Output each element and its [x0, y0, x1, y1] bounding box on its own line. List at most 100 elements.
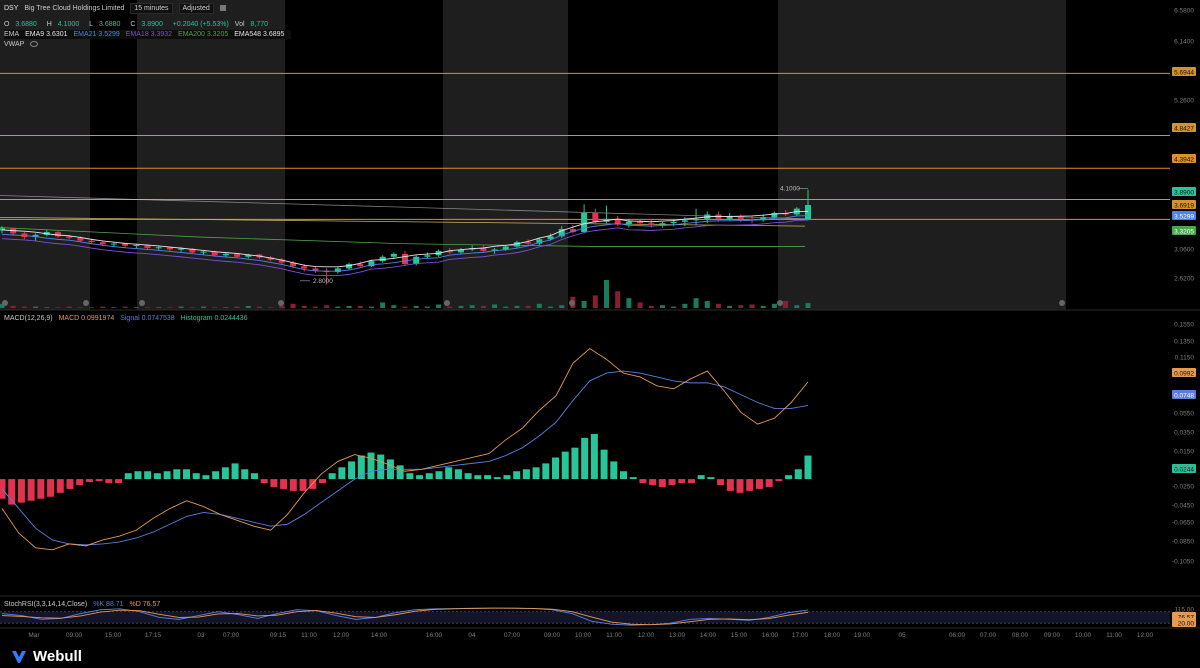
volume-bar: [749, 304, 755, 308]
candle-body: [66, 236, 73, 238]
volume-bar: [402, 306, 408, 308]
time-axis-label: 10:00: [1075, 632, 1092, 639]
macd-axis-label: 0.0992: [1174, 371, 1194, 378]
volume-bar: [659, 305, 665, 308]
candle-body: [659, 223, 666, 225]
stoch-band: [0, 611, 1170, 624]
macd-histogram-bar: [581, 437, 589, 480]
price-axis-label: 4.3942: [1174, 157, 1194, 164]
ema200-line: [0, 227, 805, 247]
candle-body: [491, 249, 498, 251]
macd-axis-label: -0.0850: [1172, 539, 1194, 546]
macd-histogram-bar: [522, 469, 530, 480]
macd-histogram-bar: [629, 477, 637, 480]
ema-row[interactable]: EMA EMA9 3.6301 EMA21 3.5299 EMA18 3.393…: [4, 30, 292, 39]
macd-axis-label: -0.0250: [1172, 484, 1194, 491]
session-band: [443, 0, 568, 310]
volume-bar: [290, 303, 296, 308]
volume-bar: [514, 305, 520, 308]
volume-bar: [55, 307, 61, 308]
price-tag: [1172, 123, 1196, 132]
price-tag: [1172, 67, 1196, 76]
price-axis-label: 5.6944: [1174, 70, 1194, 77]
macd-histogram-bar: [231, 463, 239, 480]
candle-body: [693, 218, 700, 221]
ema9-value: EMA9 3.6301: [25, 31, 68, 38]
settings-icon[interactable]: [219, 5, 226, 12]
symbol-label[interactable]: DSY: [4, 5, 19, 12]
time-axis-label: 11:00: [606, 632, 622, 639]
low-annotation: 2.8000: [313, 278, 333, 285]
macd-histogram-bar: [348, 461, 356, 480]
macd-axis-label: 0.1150: [1175, 355, 1195, 362]
candle-body: [569, 229, 576, 232]
high-label: H: [46, 21, 52, 28]
eye-icon[interactable]: [30, 41, 39, 48]
volume-bar: [0, 303, 5, 308]
macd-histogram-bar: [697, 475, 705, 480]
macd-histogram-bar: [571, 447, 579, 480]
volume-bar: [503, 306, 509, 308]
macd-histogram-bar: [503, 475, 511, 480]
macd-axis-label: -0.0450: [1172, 503, 1194, 510]
candle-body: [334, 268, 341, 273]
volume-bar: [682, 303, 688, 308]
volume-bar: [44, 307, 50, 308]
volume-bar: [727, 305, 733, 308]
ema9-line: [1, 210, 809, 268]
macd-histogram-bar: [513, 471, 521, 480]
volume-bar: [648, 305, 654, 308]
volume-bar: [335, 306, 341, 308]
candle-body: [346, 264, 353, 269]
candle-body: [805, 204, 811, 220]
session-band: [778, 0, 1066, 310]
volume-bar: [324, 305, 330, 308]
session-band: [137, 0, 285, 310]
candle-body: [290, 262, 297, 267]
volume-bar: [357, 305, 363, 308]
price-axis-label: 3.3205: [1174, 229, 1194, 236]
macd-histogram-bar: [639, 479, 647, 484]
volume-bar: [279, 305, 285, 308]
vwap-row[interactable]: VWAP: [4, 40, 42, 49]
macd-histogram-bar: [27, 479, 35, 501]
volume-bar: [693, 298, 699, 308]
price-tag: [1172, 200, 1196, 209]
stoch-header[interactable]: StochRSI(3,3,14,14,Close) %K 88.71 %D 76…: [4, 600, 164, 609]
macd-histogram-bar: [765, 479, 773, 487]
macd-histogram-bar: [717, 479, 725, 485]
volume-bar: [301, 305, 307, 308]
volume-bar: [312, 306, 318, 308]
time-axis-label: 16:00: [426, 632, 443, 639]
macd-histogram-bar: [66, 479, 74, 489]
macd-histogram-bar: [105, 479, 113, 484]
macd-histogram-bar: [396, 465, 404, 480]
volume-value: 8,770: [250, 21, 269, 28]
macd-histogram-bar: [755, 479, 763, 489]
vwap-label: VWAP: [4, 41, 25, 48]
candle-body: [144, 245, 151, 248]
volume-bar: [805, 303, 811, 308]
candle-body: [189, 248, 196, 253]
interval-selector[interactable]: 15 minutes: [130, 3, 173, 14]
macd-header[interactable]: MACD(12,26,9) MACD 0.0991974 Signal 0.07…: [4, 314, 252, 323]
macd-histogram-bar: [17, 479, 25, 503]
macd-histogram-bar: [416, 475, 424, 480]
macd-histogram-bar: [124, 473, 132, 480]
candle-body: [502, 246, 509, 250]
macd-histogram-bar: [425, 473, 433, 480]
candle-body: [525, 242, 532, 244]
candle-body: [357, 264, 364, 267]
volume-bar: [492, 304, 498, 308]
volume-bar: [10, 305, 16, 308]
candle-body: [32, 234, 39, 238]
macd-histogram-bar: [542, 463, 550, 480]
volume-bar: [256, 306, 262, 308]
macd-histogram-bar: [192, 473, 200, 480]
histogram-value-tag: [1172, 464, 1196, 473]
macd-histogram-bar: [668, 479, 676, 485]
candle-body: [267, 257, 274, 260]
macd-histogram-bar: [241, 469, 249, 480]
adjust-toggle[interactable]: Adjusted: [178, 3, 214, 14]
candle-body: [581, 212, 588, 232]
